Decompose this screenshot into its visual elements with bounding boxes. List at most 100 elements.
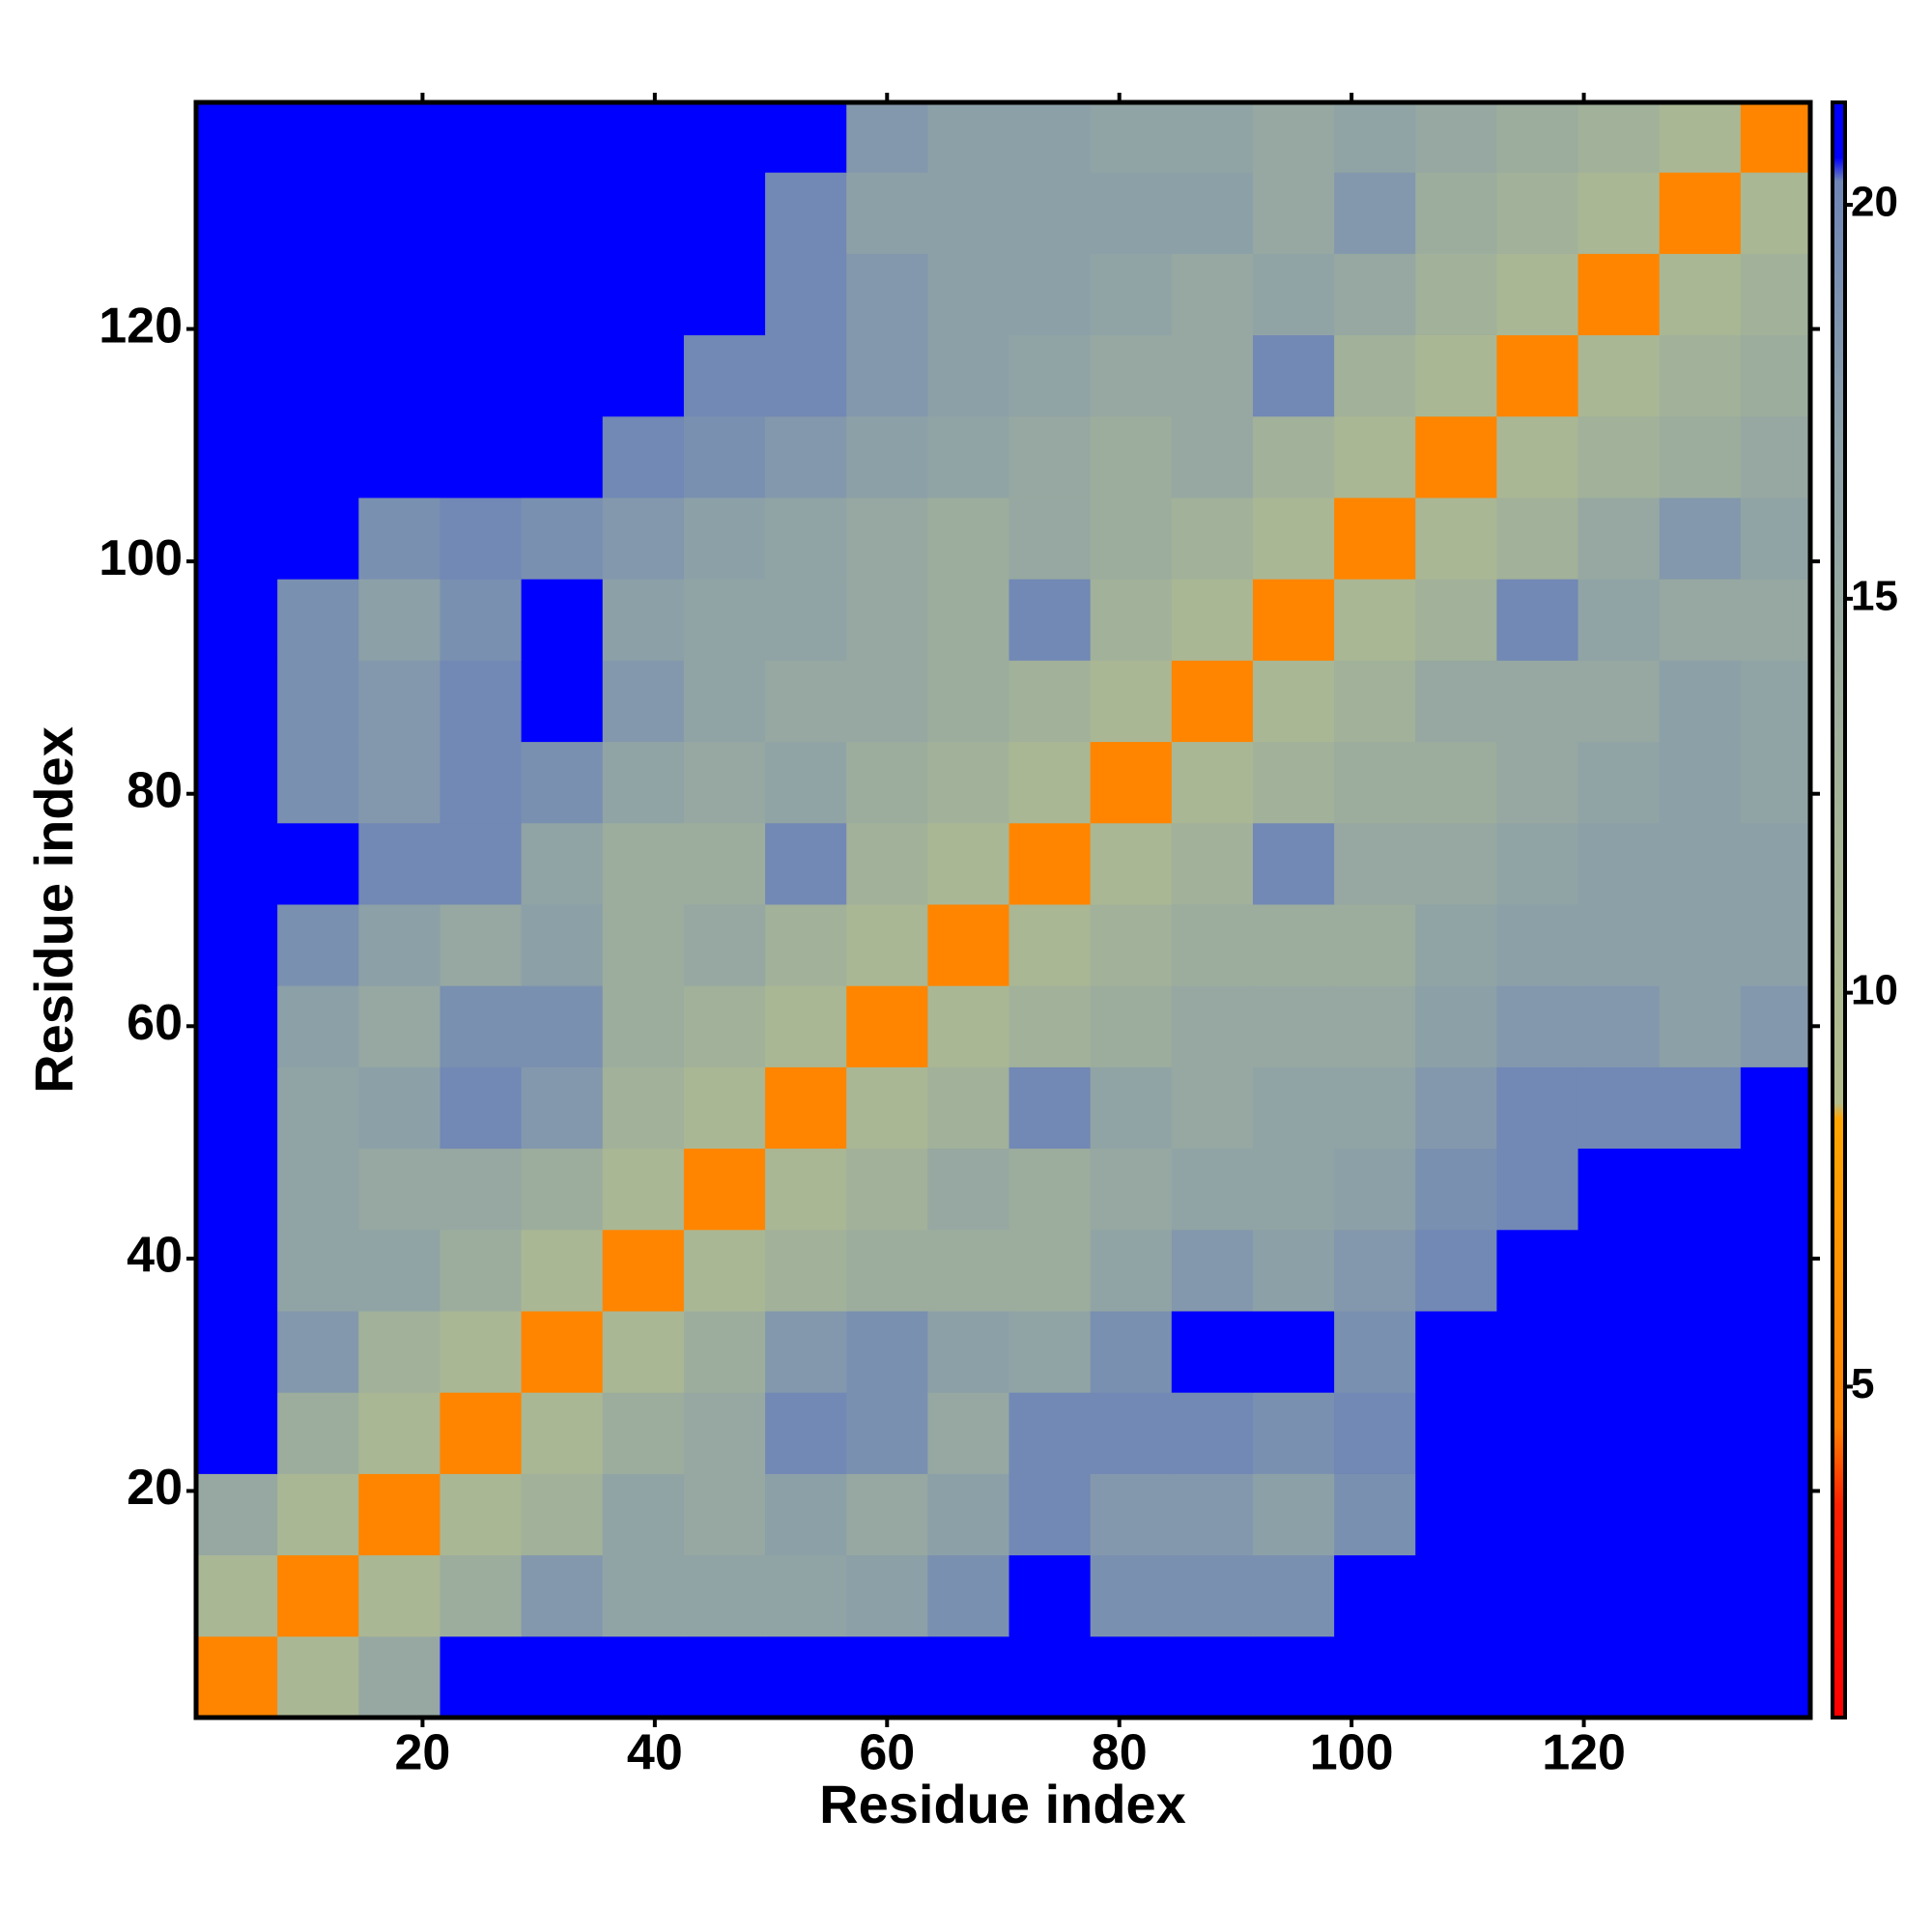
heatmap-cell — [683, 102, 766, 173]
heatmap-cell — [1659, 1473, 1742, 1556]
heatmap-cell — [1334, 1554, 1416, 1637]
heatmap-cell — [1334, 1310, 1416, 1393]
heatmap-cell — [1009, 334, 1092, 417]
heatmap-cell — [683, 903, 766, 986]
heatmap-cell — [846, 1554, 928, 1637]
heatmap-cell — [521, 1066, 604, 1150]
heatmap-cell — [196, 1392, 278, 1474]
heatmap-cell — [1740, 1635, 1811, 1719]
heatmap-cell — [1659, 334, 1742, 417]
heatmap-cell — [1577, 1554, 1661, 1637]
heatmap-cell — [1415, 1554, 1497, 1637]
heatmap-cell — [1090, 415, 1173, 498]
heatmap-cell — [1577, 1229, 1661, 1312]
heatmap-cell — [1577, 741, 1661, 824]
heatmap-cell — [1496, 903, 1579, 986]
heatmap-cell — [1577, 1148, 1661, 1231]
heatmap-cell — [440, 579, 523, 661]
heatmap-cell — [358, 660, 440, 743]
heatmap-cell — [358, 985, 440, 1067]
colorbar — [1831, 100, 1847, 1719]
heatmap-cell — [1659, 102, 1742, 173]
heatmap-cell — [521, 1229, 604, 1312]
heatmap-cell — [1090, 1310, 1173, 1393]
y-tick-label: 60 — [127, 995, 183, 1051]
heatmap-cell — [602, 1392, 685, 1474]
heatmap-cell — [1415, 903, 1497, 986]
heatmap-cell — [602, 822, 685, 905]
heatmap-cell — [1577, 334, 1661, 417]
heatmap-cell — [765, 334, 847, 417]
x-tick-label: 100 — [1310, 1725, 1394, 1781]
heatmap-cell — [602, 334, 685, 417]
heatmap-cell — [846, 660, 928, 743]
heatmap-cell — [683, 415, 766, 498]
heatmap-cell — [1252, 903, 1335, 986]
heatmap-cell — [846, 1229, 928, 1312]
heatmap-cell — [765, 415, 847, 498]
heatmap-cell — [765, 497, 847, 580]
heatmap-cell — [1009, 903, 1092, 986]
heatmap-cell — [1740, 985, 1811, 1067]
heatmap-cell — [440, 985, 523, 1067]
heatmap-cell — [683, 1066, 766, 1150]
heatmap-cell — [358, 1392, 440, 1474]
heatmap-cell — [846, 985, 928, 1067]
heatmap-cell — [1496, 1148, 1579, 1231]
heatmap-cell — [1171, 102, 1254, 173]
heatmap-cell — [846, 579, 928, 661]
heatmap-cell — [846, 415, 928, 498]
heatmap-cell — [683, 253, 766, 336]
heatmap-cell — [440, 822, 523, 905]
heatmap-cell — [196, 334, 278, 417]
heatmap-cell — [683, 985, 766, 1067]
y-tick-label: 40 — [127, 1228, 183, 1284]
heatmap-cell — [1659, 1148, 1742, 1231]
y-tick-label: 100 — [99, 530, 183, 586]
heatmap-cell — [440, 1635, 523, 1719]
colorbar-tick-label: 10 — [1851, 966, 1898, 1013]
heatmap-cell — [1171, 985, 1254, 1067]
heatmap-cell — [1659, 1392, 1742, 1474]
heatmap-cell — [521, 1148, 604, 1231]
heatmap-cell — [765, 1392, 847, 1474]
heatmap-cell — [521, 1554, 604, 1637]
heatmap-cell — [602, 985, 685, 1067]
heatmap-cell — [927, 1392, 1010, 1474]
heatmap-cell — [1090, 1148, 1173, 1231]
heatmap-cell — [846, 102, 928, 173]
heatmap-cell — [1252, 497, 1335, 580]
heatmap-cell — [1090, 903, 1173, 986]
heatmap-cell — [521, 1635, 604, 1719]
y-tick-label: 120 — [99, 298, 183, 354]
heatmap-cell — [1252, 741, 1335, 824]
heatmap-cell — [1415, 1229, 1497, 1312]
heatmap-cell — [1577, 497, 1661, 580]
heatmap-cell — [602, 579, 685, 661]
heatmap-cell — [846, 1473, 928, 1556]
heatmap-cell — [602, 1229, 685, 1312]
heatmap-cell — [1009, 1473, 1092, 1556]
heatmap-cell — [1009, 497, 1092, 580]
heatmap-cell — [846, 822, 928, 905]
heatmap-cell — [277, 172, 359, 254]
heatmap-cell — [277, 579, 359, 661]
heatmap-cell — [1009, 415, 1092, 498]
plot-frame — [193, 99, 1813, 1720]
heatmap-cell — [521, 741, 604, 824]
heatmap-cell — [440, 1066, 523, 1150]
heatmap-cell — [521, 1310, 604, 1393]
heatmap-cell — [1415, 741, 1497, 824]
heatmap-cell — [1577, 1310, 1661, 1393]
heatmap-cell — [277, 741, 359, 824]
heatmap-cell — [1415, 1635, 1497, 1719]
heatmap-cell — [1171, 172, 1254, 254]
heatmap-cell — [765, 1310, 847, 1393]
heatmap-cell — [1659, 1554, 1742, 1637]
heatmap-cell — [1334, 579, 1416, 661]
heatmap-cell — [846, 172, 928, 254]
heatmap-cell — [927, 741, 1010, 824]
heatmap-cell — [521, 579, 604, 661]
heatmap-cell — [602, 1310, 685, 1393]
heatmap-cell — [927, 415, 1010, 498]
